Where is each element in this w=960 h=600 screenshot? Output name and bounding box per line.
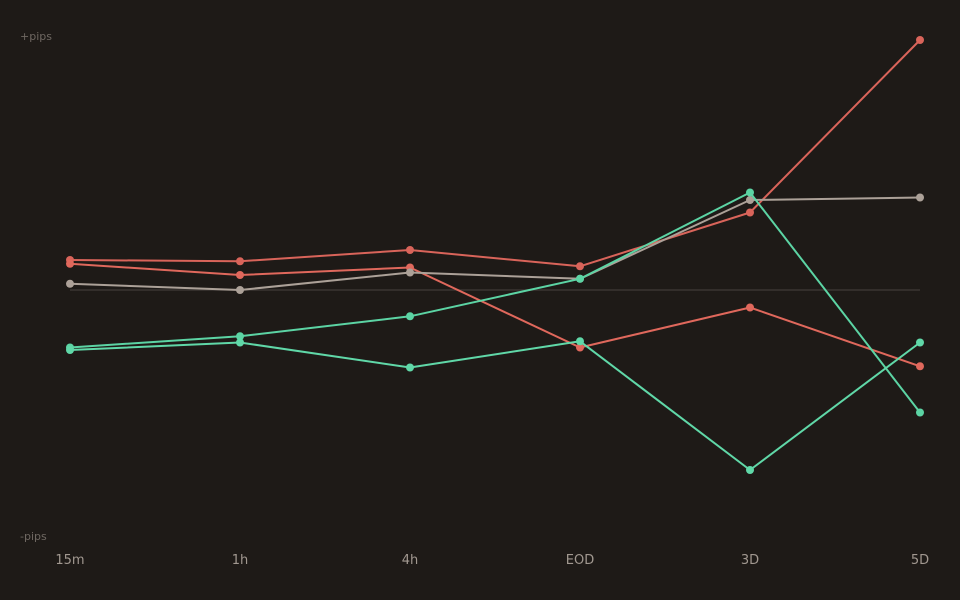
x-tick-label: EOD [566, 553, 594, 568]
series-line [69, 39, 921, 268]
data-point [576, 262, 584, 271]
x-tick-label: 15m [55, 553, 84, 568]
data-point [406, 312, 414, 321]
x-tick-label: 3D [741, 553, 759, 568]
data-point [746, 188, 754, 197]
data-point [66, 259, 74, 268]
data-point [236, 286, 244, 294]
data-point [66, 346, 74, 354]
data-point [746, 196, 754, 204]
data-point [236, 257, 244, 266]
data-point [746, 466, 754, 474]
data-point [576, 337, 584, 346]
data-point [236, 338, 244, 347]
data-point [236, 332, 244, 341]
data-point [406, 246, 414, 254]
x-tick-label: 4h [402, 553, 419, 568]
data-point [916, 408, 924, 417]
series-line [69, 262, 921, 368]
data-point [916, 36, 924, 44]
x-tick-label: 1h [232, 553, 249, 568]
data-point [406, 363, 414, 372]
y-axis-bottom-label: -pips [20, 530, 47, 543]
data-point [916, 362, 924, 371]
data-point [916, 338, 924, 347]
data-point [66, 279, 74, 288]
data-point [576, 274, 584, 283]
series-line [69, 196, 921, 291]
series-group [66, 36, 924, 474]
data-point [236, 271, 244, 279]
data-point [746, 303, 754, 312]
data-point [406, 268, 414, 277]
data-point [916, 193, 924, 202]
data-point [576, 343, 584, 352]
y-axis-top-label: +pips [20, 30, 52, 43]
series-3 [66, 193, 924, 294]
x-axis: 15m 1h 4h EOD 3D 5D [55, 553, 929, 568]
series-5 [66, 337, 924, 474]
data-point [746, 208, 754, 217]
series-line [69, 340, 921, 471]
series-line [69, 191, 921, 414]
x-tick-label: 5D [911, 553, 929, 568]
